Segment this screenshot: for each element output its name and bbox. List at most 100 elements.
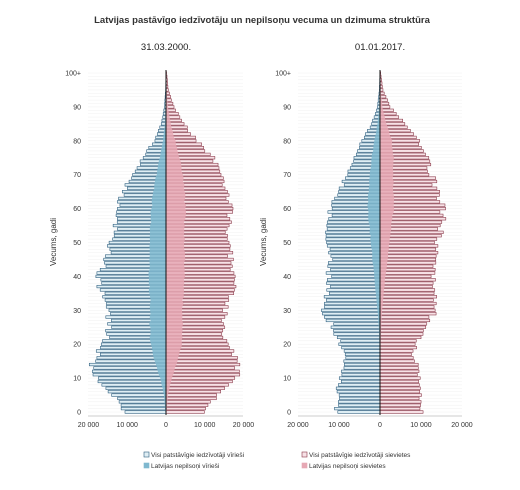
bar-total-female — [165, 379, 233, 384]
area-noncitizen-female — [380, 71, 395, 414]
bar-total-female — [379, 390, 421, 394]
y-tick-label: 0 — [287, 410, 291, 417]
bar-total-female — [379, 301, 437, 306]
bar-total-male — [341, 369, 381, 373]
bar-total-female — [379, 254, 437, 258]
x-tick-label: 0 — [164, 422, 168, 429]
bar-total-male — [93, 366, 167, 370]
bar-total-female — [379, 339, 417, 343]
bar-total-female — [379, 407, 421, 411]
y-tick-label: 100+ — [275, 71, 291, 78]
bar-total-female — [165, 386, 225, 390]
bar-total-female — [379, 318, 431, 323]
bar-total-male — [321, 308, 381, 312]
bar-total-male — [328, 261, 381, 265]
bar-total-male — [326, 288, 381, 292]
bar-total-female — [379, 396, 420, 401]
bar-total-female — [379, 335, 422, 340]
bar-total-female — [379, 274, 432, 278]
bar-total-male — [333, 329, 381, 333]
bar-total-female — [379, 315, 430, 319]
y-tick-label: 60 — [283, 206, 291, 213]
y-axis-label: Vecums, gadi — [49, 218, 58, 266]
y-tick-label: 90 — [283, 104, 291, 111]
legend-swatch — [143, 451, 150, 458]
y-tick-label: 10 — [283, 376, 291, 383]
bar-total-male — [117, 396, 167, 401]
legend-label: Latvijas nepilsoņi sievietes — [309, 463, 386, 470]
x-tick-label: 20 000 — [451, 422, 473, 429]
bar-total-female — [379, 342, 416, 346]
legend-swatch — [301, 451, 308, 458]
bar-total-female — [165, 376, 236, 380]
bar-total-female — [165, 383, 229, 387]
y-tick-label: 10 — [73, 376, 81, 383]
bar-total-female — [379, 386, 421, 390]
bar-total-male — [111, 393, 167, 397]
y-tick-label: 70 — [283, 172, 291, 179]
bar-total-male — [330, 325, 381, 329]
panel-title: 01.01.2017. — [355, 42, 405, 53]
bar-total-female — [379, 268, 436, 272]
bar-total-male — [324, 305, 381, 309]
bar-total-female — [165, 410, 205, 414]
bar-total-male — [330, 284, 381, 289]
y-tick-label: 50 — [283, 240, 291, 247]
x-tick-label: 20 000 — [233, 422, 255, 429]
bar-total-male — [345, 356, 381, 360]
bar-total-female — [379, 325, 427, 329]
bar-total-female — [379, 366, 419, 370]
bar-total-male — [88, 362, 167, 367]
bar-total-male — [333, 322, 381, 326]
bar-total-female — [165, 366, 235, 370]
bar-total-male — [92, 369, 167, 373]
legend-label: Latvijas nepilsoņi vīrieši — [151, 463, 219, 470]
bar-total-male — [338, 393, 381, 397]
bar-total-male — [338, 403, 381, 407]
bar-total-female — [165, 390, 221, 394]
bar-total-female — [165, 400, 211, 404]
bar-total-female — [379, 295, 437, 299]
bar-total-female — [379, 369, 420, 373]
bar-total-female — [165, 393, 217, 397]
bar-total-male — [343, 349, 381, 353]
bar-total-male — [118, 400, 167, 404]
x-tick-label: 0 — [378, 422, 382, 429]
bar-total-male — [336, 335, 381, 340]
x-tick-label: 20 000 — [287, 422, 309, 429]
panel-title: 31.03.2000. — [141, 42, 191, 53]
bar-total-male — [124, 410, 167, 414]
bar-total-female — [379, 400, 422, 404]
bar-total-male — [344, 362, 381, 367]
legend-label: Visi patstāvīgie iedzīvotāji vīrieši — [151, 452, 244, 459]
bar-total-female — [379, 278, 436, 282]
legend-swatch — [143, 462, 150, 469]
pyramid-panel-1: 31.03.2000. 0 10 20 30 40 50 60 70 80 90 100+ 20 000… — [49, 42, 254, 429]
chart-title: Latvijas pastāvīgo iedzīvotāju un nepils… — [94, 15, 430, 26]
bar-total-female — [379, 284, 433, 289]
bar-total-female — [379, 261, 437, 265]
bar-total-male — [340, 339, 381, 343]
bar-total-male — [338, 376, 381, 380]
bar-total-female — [379, 322, 428, 326]
bar-total-male — [326, 281, 381, 285]
bar-total-male — [101, 383, 167, 387]
y-tick-label: 0 — [77, 410, 81, 417]
bar-total-female — [165, 407, 206, 411]
y-tick-label: 100+ — [65, 71, 81, 78]
bar-total-male — [333, 332, 381, 336]
bar-total-male — [336, 390, 381, 394]
y-tick-label: 70 — [73, 172, 81, 179]
x-tick-label: 10 000 — [410, 422, 432, 429]
y-tick-label: 90 — [73, 104, 81, 111]
bar-total-female — [379, 376, 421, 380]
bar-total-male — [341, 345, 381, 350]
bar-total-male — [341, 373, 381, 377]
y-axis-label: Vecums, gadi — [259, 218, 268, 266]
bar-total-male — [334, 407, 381, 411]
bar-total-female — [379, 349, 414, 353]
bar-total-male — [330, 268, 381, 272]
bar-total-female — [379, 271, 436, 275]
bar-total-male — [338, 383, 381, 387]
y-tick-label: 50 — [73, 240, 81, 247]
